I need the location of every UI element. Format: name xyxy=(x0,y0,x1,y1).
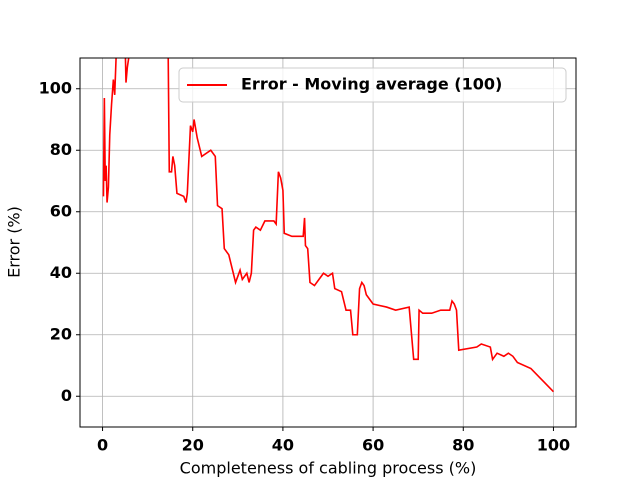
y-axis-label: Error (%) xyxy=(5,206,24,278)
plot-area xyxy=(102,58,555,393)
x-tick-label: 100 xyxy=(537,436,570,455)
y-tick-label: 20 xyxy=(50,324,72,343)
legend-box xyxy=(178,67,567,103)
y-tick-label: 60 xyxy=(50,201,72,220)
legend-label: Error - Moving average (100) xyxy=(241,75,502,94)
plot-frame xyxy=(79,57,577,428)
x-tick-label: 80 xyxy=(452,436,474,455)
x-axis-label: Completeness of cabling process (%) xyxy=(180,459,477,478)
data-line xyxy=(102,58,555,393)
x-tick-label: 60 xyxy=(362,436,384,455)
y-tick-label: 0 xyxy=(61,386,72,405)
y-tick-label: 80 xyxy=(50,140,72,159)
y-tick-label: 100 xyxy=(39,78,72,97)
y-tick-label: 40 xyxy=(50,263,72,282)
x-tick-label: 20 xyxy=(182,436,204,455)
x-tick-label: 40 xyxy=(272,436,294,455)
x-tick-label: 0 xyxy=(97,436,108,455)
